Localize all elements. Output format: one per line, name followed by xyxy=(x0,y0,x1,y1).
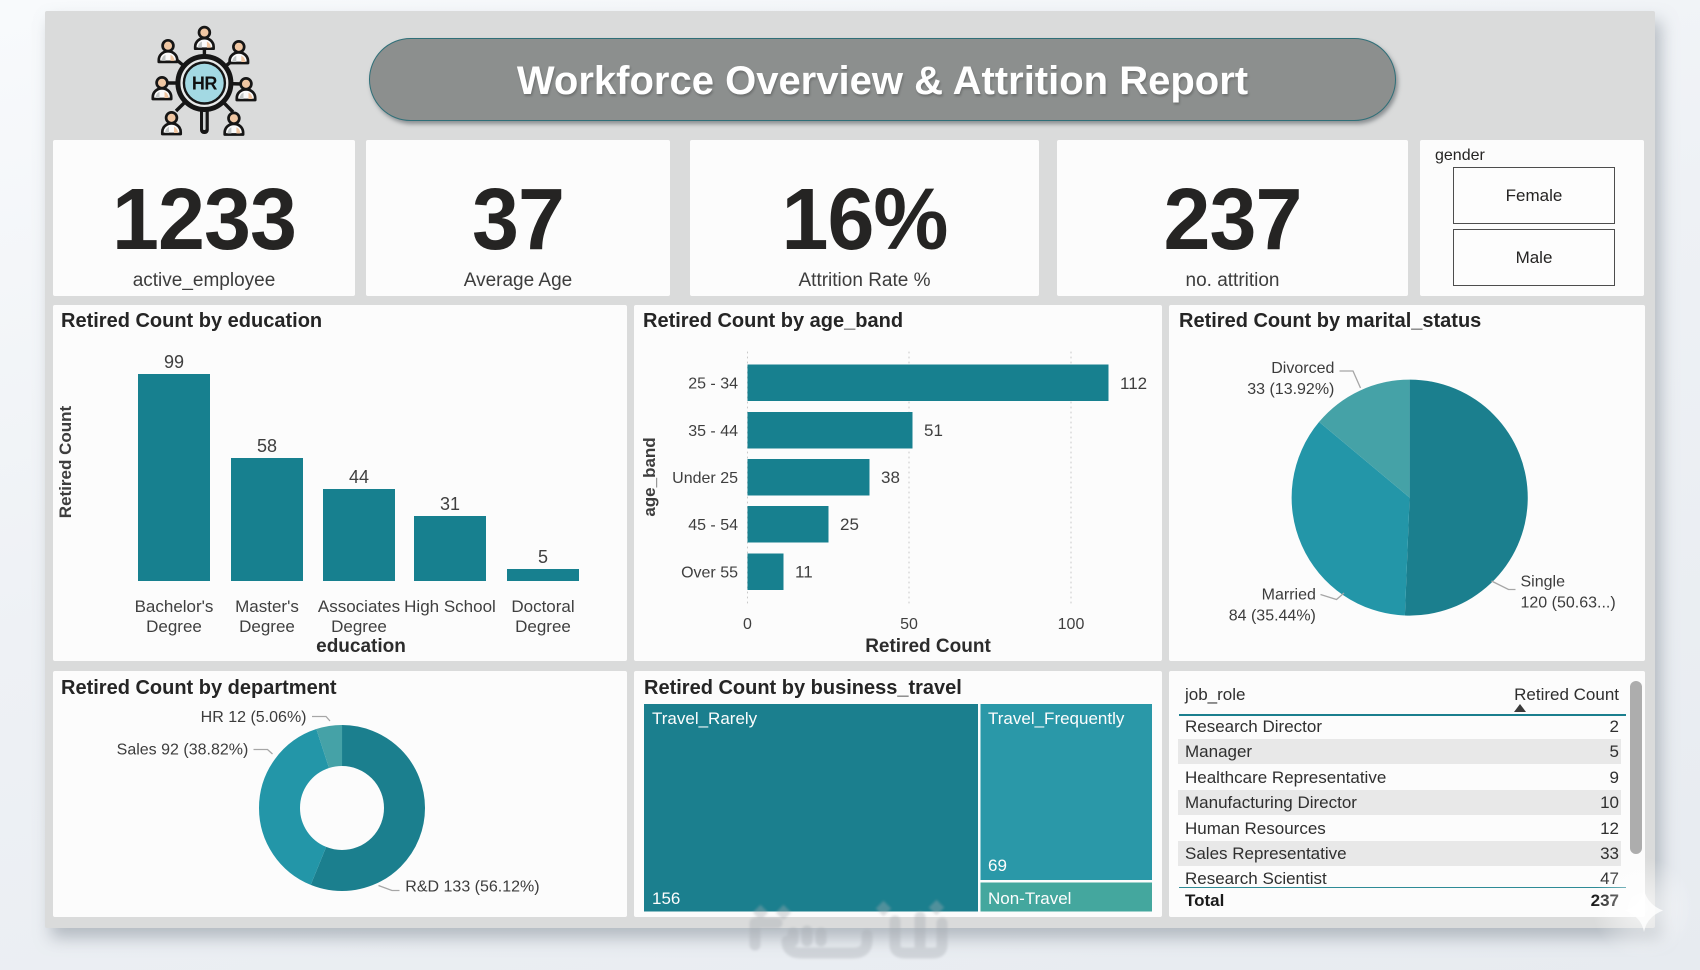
svg-text:50: 50 xyxy=(900,616,918,633)
svg-text:31: 31 xyxy=(440,494,460,514)
svg-text:age_band: age_band xyxy=(640,437,659,516)
svg-text:HR: HR xyxy=(192,74,217,94)
svg-text:112: 112 xyxy=(1120,374,1147,393)
svg-text:Sales 92 (38.82%): Sales 92 (38.82%) xyxy=(117,742,249,759)
svg-text:11: 11 xyxy=(795,563,813,582)
svg-text:Master's: Master's xyxy=(235,597,299,616)
svg-text:Retired Count by department: Retired Count by department xyxy=(61,677,337,699)
svg-text:education: education xyxy=(316,636,406,657)
svg-text:Under 25: Under 25 xyxy=(672,470,738,487)
svg-text:Degree: Degree xyxy=(331,617,387,636)
svg-text:Travel_Frequently: Travel_Frequently xyxy=(988,709,1125,728)
svg-text:51: 51 xyxy=(924,421,943,440)
svg-text:Married: Married xyxy=(1262,587,1316,604)
svg-text:HR 12 (5.06%): HR 12 (5.06%) xyxy=(201,709,307,726)
svg-text:Doctoral: Doctoral xyxy=(511,597,574,616)
svg-text:R&D 133 (56.12%): R&D 133 (56.12%) xyxy=(405,878,539,895)
svg-text:Degree: Degree xyxy=(515,617,571,636)
svg-text:High School: High School xyxy=(404,597,496,616)
svg-text:Retired Count by age_band: Retired Count by age_band xyxy=(643,310,903,332)
svg-text:44: 44 xyxy=(349,467,369,487)
svg-text:45 - 54: 45 - 54 xyxy=(688,517,738,534)
svg-text:Degree: Degree xyxy=(146,617,202,636)
svg-text:35 - 44: 35 - 44 xyxy=(688,423,738,440)
svg-text:25 - 34: 25 - 34 xyxy=(688,376,738,393)
svg-text:Retired Count by marital_statu: Retired Count by marital_status xyxy=(1179,310,1481,332)
svg-text:Degree: Degree xyxy=(239,617,295,636)
svg-text:Retired Count: Retired Count xyxy=(865,636,991,657)
svg-text:Non-Travel: Non-Travel xyxy=(988,889,1071,908)
svg-text:Divorced: Divorced xyxy=(1271,360,1334,377)
svg-text:Single: Single xyxy=(1521,574,1566,591)
svg-text:Retired Count by education: Retired Count by education xyxy=(61,310,322,332)
svg-text:25: 25 xyxy=(840,515,859,534)
svg-text:84 (35.44%): 84 (35.44%) xyxy=(1229,608,1316,625)
svg-text:69: 69 xyxy=(988,856,1007,875)
svg-text:Over 55: Over 55 xyxy=(681,565,738,582)
svg-text:156: 156 xyxy=(652,889,680,908)
svg-text:Retired Count by business_trav: Retired Count by business_travel xyxy=(644,677,962,699)
svg-text:100: 100 xyxy=(1058,616,1085,633)
svg-text:Travel_Rarely: Travel_Rarely xyxy=(652,709,758,728)
svg-text:58: 58 xyxy=(257,436,277,456)
svg-text:Bachelor's: Bachelor's xyxy=(135,597,214,616)
svg-text:Associates: Associates xyxy=(318,597,400,616)
svg-text:5: 5 xyxy=(538,547,548,567)
svg-text:33 (13.92%): 33 (13.92%) xyxy=(1247,381,1334,398)
svg-text:38: 38 xyxy=(881,468,900,487)
svg-text:0: 0 xyxy=(743,616,752,633)
svg-text:Retired Count: Retired Count xyxy=(56,405,75,518)
svg-text:120 (50.63...): 120 (50.63...) xyxy=(1521,595,1616,612)
svg-text:99: 99 xyxy=(164,352,184,372)
